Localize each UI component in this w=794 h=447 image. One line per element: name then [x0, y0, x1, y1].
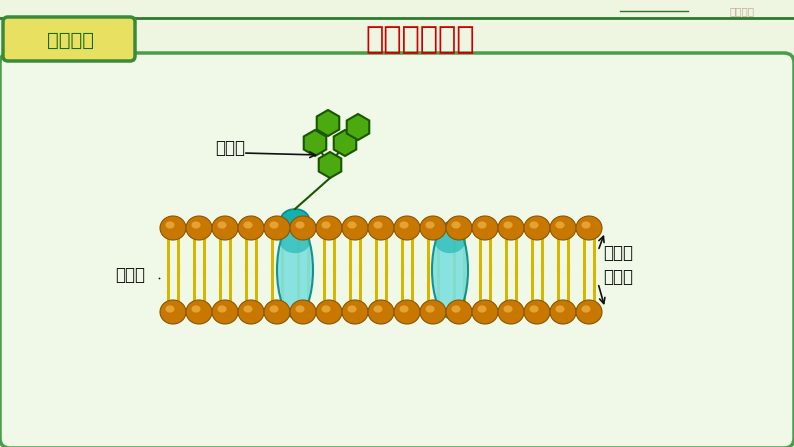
Ellipse shape	[472, 300, 498, 324]
Ellipse shape	[238, 300, 264, 324]
Text: 糖蛋白: 糖蛋白	[215, 139, 245, 157]
Ellipse shape	[472, 216, 498, 240]
Ellipse shape	[186, 300, 212, 324]
Ellipse shape	[165, 221, 175, 228]
Ellipse shape	[295, 221, 305, 228]
Ellipse shape	[186, 216, 212, 240]
Ellipse shape	[218, 221, 226, 228]
Ellipse shape	[503, 221, 513, 228]
Ellipse shape	[279, 229, 310, 253]
Ellipse shape	[160, 300, 186, 324]
Ellipse shape	[399, 305, 409, 312]
Ellipse shape	[373, 221, 383, 228]
Ellipse shape	[348, 221, 357, 228]
Ellipse shape	[420, 300, 446, 324]
Polygon shape	[318, 152, 341, 178]
Text: 细胞膜的结构: 细胞膜的结构	[365, 25, 475, 55]
Text: 磷脂双
分子层: 磷脂双 分子层	[603, 244, 633, 286]
Ellipse shape	[212, 300, 238, 324]
Text: 格致课堂: 格致课堂	[730, 6, 755, 16]
Ellipse shape	[581, 221, 591, 228]
Ellipse shape	[530, 221, 538, 228]
Ellipse shape	[556, 305, 565, 312]
Ellipse shape	[426, 221, 434, 228]
Ellipse shape	[269, 305, 279, 312]
Ellipse shape	[432, 222, 468, 318]
Ellipse shape	[280, 209, 310, 231]
Ellipse shape	[342, 216, 368, 240]
Ellipse shape	[368, 216, 394, 240]
Ellipse shape	[426, 305, 434, 312]
Ellipse shape	[498, 216, 524, 240]
Ellipse shape	[452, 305, 461, 312]
Ellipse shape	[477, 305, 487, 312]
Ellipse shape	[277, 222, 313, 318]
Ellipse shape	[394, 300, 420, 324]
Ellipse shape	[581, 305, 591, 312]
Ellipse shape	[399, 221, 409, 228]
Ellipse shape	[373, 305, 383, 312]
Ellipse shape	[394, 216, 420, 240]
Polygon shape	[347, 114, 369, 140]
Ellipse shape	[212, 216, 238, 240]
Ellipse shape	[290, 216, 316, 240]
Ellipse shape	[165, 305, 175, 312]
Ellipse shape	[244, 305, 252, 312]
Ellipse shape	[160, 216, 186, 240]
Ellipse shape	[576, 300, 602, 324]
Ellipse shape	[550, 300, 576, 324]
Ellipse shape	[264, 216, 290, 240]
Polygon shape	[304, 130, 326, 156]
Ellipse shape	[524, 300, 550, 324]
Ellipse shape	[322, 305, 330, 312]
Ellipse shape	[295, 305, 305, 312]
Ellipse shape	[452, 221, 461, 228]
Ellipse shape	[498, 300, 524, 324]
Ellipse shape	[446, 216, 472, 240]
Ellipse shape	[238, 216, 264, 240]
Ellipse shape	[218, 305, 226, 312]
Ellipse shape	[290, 300, 316, 324]
Ellipse shape	[524, 216, 550, 240]
Ellipse shape	[264, 300, 290, 324]
Ellipse shape	[368, 300, 394, 324]
Ellipse shape	[316, 300, 342, 324]
Polygon shape	[317, 110, 339, 136]
Ellipse shape	[348, 305, 357, 312]
Ellipse shape	[503, 305, 513, 312]
Ellipse shape	[191, 305, 201, 312]
Ellipse shape	[434, 229, 465, 253]
FancyBboxPatch shape	[3, 17, 135, 61]
Ellipse shape	[191, 221, 201, 228]
Ellipse shape	[550, 216, 576, 240]
Text: 蛋白质: 蛋白质	[115, 266, 145, 284]
Text: 温故知新: 温故知新	[47, 30, 94, 50]
Ellipse shape	[269, 221, 279, 228]
Ellipse shape	[477, 221, 487, 228]
FancyBboxPatch shape	[0, 53, 794, 447]
Ellipse shape	[316, 216, 342, 240]
Ellipse shape	[244, 221, 252, 228]
Ellipse shape	[420, 216, 446, 240]
Ellipse shape	[446, 300, 472, 324]
Ellipse shape	[576, 216, 602, 240]
Ellipse shape	[530, 305, 538, 312]
Ellipse shape	[322, 221, 330, 228]
Polygon shape	[333, 130, 357, 156]
Ellipse shape	[342, 300, 368, 324]
Ellipse shape	[556, 221, 565, 228]
